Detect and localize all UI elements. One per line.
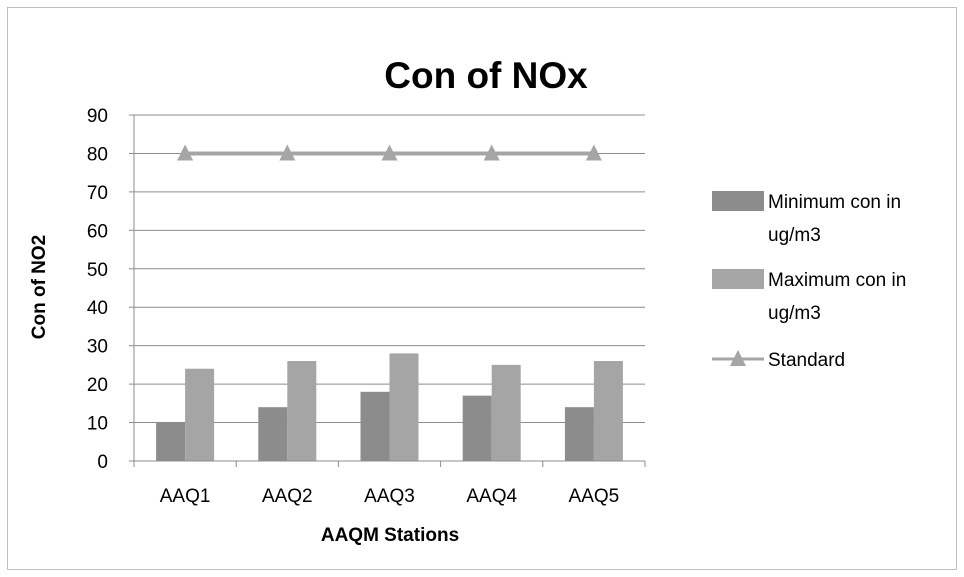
gridlines xyxy=(134,114,645,424)
legend-label: Minimum con in xyxy=(768,192,901,213)
standard-marker xyxy=(483,144,500,161)
bars xyxy=(156,353,623,461)
y-tick-label: 50 xyxy=(87,260,108,281)
y-tick-label: 40 xyxy=(87,298,108,319)
x-tick-label: AAQ4 xyxy=(466,486,517,507)
x-tick-label: AAQ2 xyxy=(262,486,313,507)
bar-maximum xyxy=(389,353,419,461)
y-tick-label: 60 xyxy=(87,221,108,242)
bar-minimum xyxy=(564,407,594,461)
legend: Minimum con in ug/m3 Maximum con in ug/m3 St… xyxy=(712,191,906,371)
bar-minimum xyxy=(258,407,288,461)
standard-marker xyxy=(279,144,296,161)
standard-line-series xyxy=(177,144,602,161)
legend-label: ug/m3 xyxy=(768,303,821,324)
legend-swatch-maximum xyxy=(712,269,764,289)
y-tick-label: 30 xyxy=(87,337,108,358)
x-tick-label: AAQ3 xyxy=(364,486,415,507)
bar-maximum xyxy=(185,368,215,461)
x-tick-label: AAQ1 xyxy=(160,486,211,507)
y-tick-label: 20 xyxy=(87,375,108,396)
y-axis-title: Con of NO2 xyxy=(29,235,50,340)
chart-frame xyxy=(7,7,957,570)
legend-swatch-minimum xyxy=(712,191,764,211)
bar-minimum xyxy=(360,391,390,461)
standard-marker xyxy=(585,144,602,161)
y-tick-label: 80 xyxy=(87,144,108,165)
y-tick-labels: 0 10 20 30 40 50 60 70 80 90 xyxy=(87,106,108,473)
standard-marker xyxy=(177,144,194,161)
y-tick-label: 90 xyxy=(87,106,108,127)
y-tick-label: 10 xyxy=(87,414,108,435)
legend-label: ug/m3 xyxy=(768,225,821,246)
y-tick-label: 70 xyxy=(87,183,108,204)
legend-marker-standard xyxy=(730,350,746,366)
x-tick-labels: AAQ1 AAQ2 AAQ3 AAQ4 AAQ5 xyxy=(160,486,620,507)
bar-maximum xyxy=(287,361,317,461)
standard-marker xyxy=(381,144,398,161)
bar-minimum xyxy=(462,395,492,461)
axes xyxy=(129,114,646,467)
y-tick-label: 0 xyxy=(97,452,108,473)
bar-maximum xyxy=(491,364,521,461)
chart-title: Con of NOx xyxy=(384,55,588,96)
legend-label: Maximum con in xyxy=(768,270,906,291)
bar-maximum xyxy=(593,361,623,461)
legend-label: Standard xyxy=(768,350,845,371)
x-axis-title: AAQM Stations xyxy=(321,525,459,546)
bar-minimum xyxy=(156,422,186,461)
x-tick-label: AAQ5 xyxy=(569,486,620,507)
